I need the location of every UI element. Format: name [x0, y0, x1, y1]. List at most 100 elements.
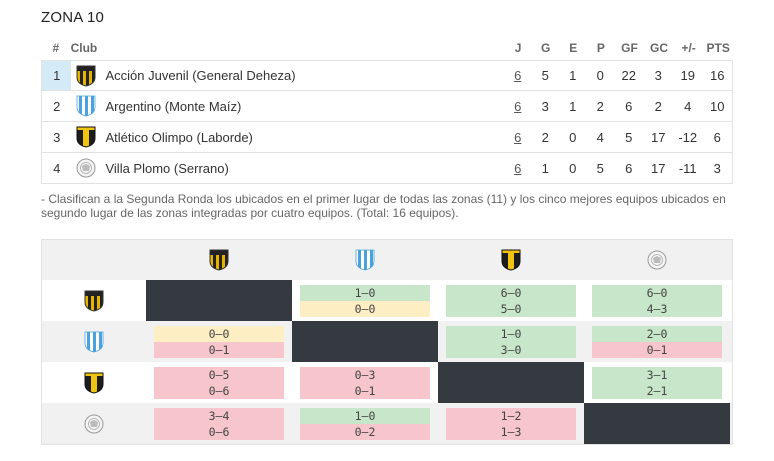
- team-won: 5: [541, 68, 549, 83]
- team-drawn: 0: [569, 160, 577, 176]
- match-score: 0–0: [154, 325, 284, 342]
- matrix-column-team: [584, 240, 730, 280]
- match-score: 2–1: [592, 382, 722, 399]
- team-goals-for: 5: [625, 129, 633, 145]
- team-points: 3: [713, 160, 721, 176]
- team-drawn: 1: [569, 98, 577, 114]
- matrix-row: 0–0 0–1 1–0 3–0 2–0 0–1: [42, 321, 732, 362]
- header-e: E: [569, 41, 578, 55]
- match-scores: 6–0 5–0: [446, 284, 576, 317]
- team-goal-diff: 19: [680, 68, 695, 83]
- match-score: 3–4: [154, 407, 284, 424]
- matrix-result-cell: 6–0 4–3: [584, 280, 730, 321]
- match-score: 0–5: [154, 366, 284, 383]
- matrix-self-cell: [438, 362, 584, 403]
- header-diff: +/-: [681, 41, 696, 55]
- zone-title: ZONA 10: [41, 9, 105, 26]
- match-score: 0–1: [300, 382, 430, 399]
- yellow-black-shield-icon: [501, 249, 521, 271]
- matrix-corner: [42, 240, 146, 280]
- matrix-result-cell: 1–0 0–2: [292, 403, 438, 444]
- round-gray-crest-icon: [76, 157, 96, 179]
- team-lost: 2: [596, 98, 604, 114]
- match-scores: 1–0 0–2: [300, 407, 430, 440]
- standings-row: 2 Argentino (Monte Maíz) 6 3 1 2 6 2 4 10: [41, 91, 733, 122]
- match-score: 1–0: [300, 284, 430, 301]
- round-gray-crest-icon: [647, 249, 667, 271]
- header-pts: PTS: [706, 41, 730, 55]
- yellow-black-shield-icon: [84, 372, 104, 394]
- matrix-row-team: [42, 280, 146, 321]
- match-scores: 1–0 3–0: [446, 325, 576, 358]
- match-score: 3–1: [592, 366, 722, 383]
- team-position: 2: [53, 98, 61, 114]
- matrix-row-team: [42, 362, 146, 403]
- header-p: P: [596, 41, 605, 55]
- team-name: Argentino (Monte Maíz): [105, 98, 242, 114]
- yellow-black-striped-shield-icon: [84, 290, 104, 312]
- team-lost: 4: [596, 129, 604, 145]
- team-points: 10: [709, 98, 725, 114]
- match-score: 0–1: [154, 341, 284, 358]
- match-score: 3–0: [446, 341, 576, 358]
- match-score: 0–0: [300, 300, 430, 317]
- match-score: 6–0: [446, 284, 576, 301]
- match-score: 0–6: [154, 382, 284, 399]
- match-score: 2–0: [592, 325, 722, 342]
- team-name: Villa Plomo (Serrano): [105, 160, 229, 176]
- matrix-row-team: [42, 403, 146, 444]
- match-score: 4–3: [592, 300, 722, 317]
- matrix-row-team: [42, 321, 146, 362]
- team-drawn: 1: [569, 68, 577, 83]
- blue-white-striped-shield-icon: [84, 331, 104, 353]
- matrix-row: 0–5 0–6 0–3 0–1 3–1 2–1: [42, 362, 732, 403]
- header-gf: GF: [621, 41, 638, 55]
- team-goals-for: 6: [625, 160, 633, 176]
- match-scores: 0–0 0–1: [154, 325, 284, 358]
- team-goals-against: 2: [654, 98, 662, 114]
- team-goal-diff: -12: [678, 129, 698, 145]
- standings-row: 1 Acción Juvenil (General Deheza) 6 5 1 0 22 3 1…: [41, 60, 733, 91]
- standings-header-row: # Club J G E P GF GC +/- PTS: [41, 36, 733, 60]
- standings-row: 4 Villa Plomo (Serrano) 6 1 0 5 6 17 -11 3: [41, 153, 733, 184]
- team-points: 6: [713, 129, 721, 145]
- team-won: 2: [541, 129, 549, 145]
- match-scores: 1–2 1–3: [446, 407, 576, 440]
- matrix-result-cell: 0–3 0–1: [292, 362, 438, 403]
- match-scores: 2–0 0–1: [592, 325, 722, 358]
- matrix-column-team: [438, 240, 584, 280]
- team-club-cell: Villa Plomo (Serrano): [71, 153, 503, 183]
- matrix-header-row: [42, 240, 732, 280]
- match-score: 0–6: [154, 423, 284, 440]
- round-gray-crest-icon: [84, 413, 104, 435]
- team-position: 3: [53, 129, 61, 145]
- match-scores: 3–1 2–1: [592, 366, 722, 399]
- team-goals-against: 17: [651, 129, 666, 145]
- team-goals-against: 17: [651, 160, 666, 176]
- team-played-link[interactable]: 6: [514, 129, 522, 145]
- matrix-self-cell: [584, 403, 730, 444]
- team-club-cell: Acción Juvenil (General Deheza): [71, 61, 503, 90]
- yellow-black-shield-icon: [76, 126, 96, 148]
- team-lost: 5: [596, 160, 604, 176]
- yellow-black-striped-shield-icon: [209, 249, 229, 271]
- yellow-black-striped-shield-icon: [76, 65, 96, 87]
- team-played-link[interactable]: 6: [514, 160, 522, 176]
- match-score: 0–2: [300, 423, 430, 440]
- match-scores: 3–4 0–6: [154, 407, 284, 440]
- team-club-cell: Atlético Olimpo (Laborde): [71, 122, 503, 152]
- match-score: 0–3: [300, 366, 430, 383]
- matrix-result-cell: 2–0 0–1: [584, 321, 730, 362]
- matrix-result-cell: 0–0 0–1: [146, 321, 292, 362]
- match-score: 1–2: [446, 407, 576, 424]
- matrix-column-team: [292, 240, 438, 280]
- team-played-link[interactable]: 6: [514, 98, 522, 114]
- match-score: 5–0: [446, 300, 576, 317]
- team-club-cell: Argentino (Monte Maíz): [71, 91, 503, 121]
- team-name: Atlético Olimpo (Laborde): [105, 129, 253, 145]
- qualification-note: - Clasifican a la Segunda Ronda los ubic…: [41, 192, 726, 220]
- match-score: 1–0: [300, 407, 430, 424]
- blue-white-striped-shield-icon: [76, 95, 96, 117]
- team-played-link[interactable]: 6: [514, 68, 522, 83]
- header-gc: GC: [650, 41, 669, 55]
